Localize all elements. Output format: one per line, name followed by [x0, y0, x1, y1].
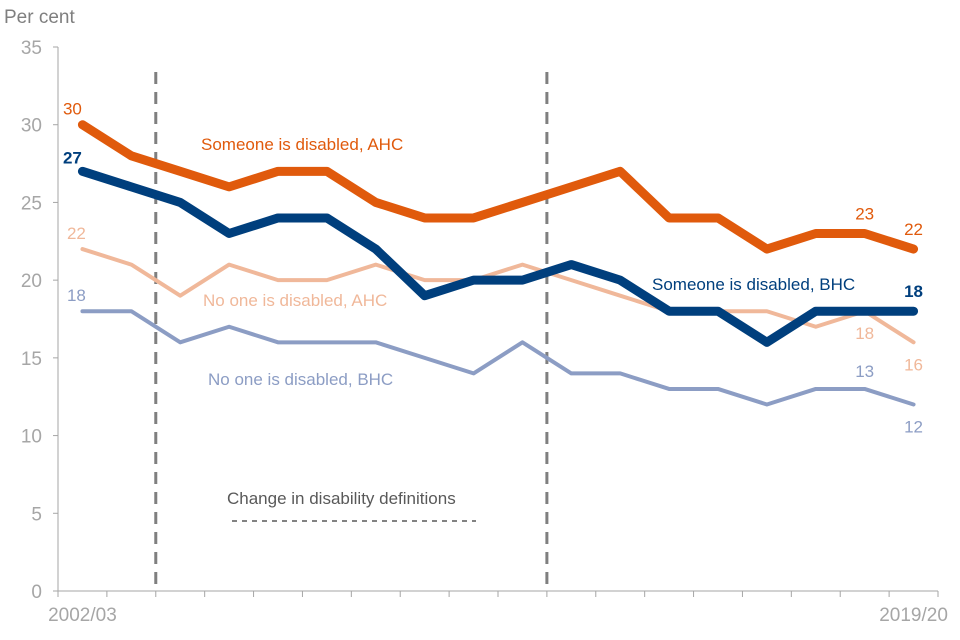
- y-tick-label: 10: [21, 427, 42, 448]
- data-label: 18: [904, 282, 923, 301]
- series-label-noone-bhc: No one is disabled, BHC: [208, 370, 393, 389]
- y-tick-label: 30: [21, 116, 42, 137]
- data-label: 23: [855, 205, 874, 224]
- reference-lines: [154, 72, 549, 591]
- series-line-someone-is-disabled-ahc: [77, 120, 919, 254]
- series-lines: [77, 120, 919, 407]
- data-label: 16: [904, 355, 923, 374]
- data-labels: 30 23 22 27 18 22 18 16 18 13 12: [63, 100, 923, 437]
- data-label: 18: [67, 286, 86, 305]
- series-label-noone-ahc: No one is disabled, AHC: [203, 291, 387, 310]
- definition-change-legend: Change in disability definitions: [227, 489, 476, 522]
- data-label: 30: [63, 100, 82, 119]
- x-tick-label: 2002/03: [48, 605, 117, 626]
- data-label: 13: [855, 362, 874, 381]
- data-label: 22: [67, 224, 86, 243]
- series-line-someone-is-disabled-bhc: [77, 166, 919, 347]
- y-tick-label: 25: [21, 193, 42, 214]
- y-tick-label: 35: [21, 38, 42, 59]
- data-label: 12: [904, 417, 923, 436]
- series-line-no-one-is-disabled-bhc: [80, 309, 916, 407]
- y-axis-title: Per cent: [4, 7, 75, 28]
- y-axis: 0 5 10 15 20 25 30 35: [21, 38, 59, 603]
- y-tick-label: 20: [21, 271, 42, 292]
- series-label-someone-bhc: Someone is disabled, BHC: [652, 275, 855, 294]
- series-label-someone-ahc: Someone is disabled, AHC: [201, 135, 403, 154]
- series-line-no-one-is-disabled-ahc: [80, 247, 916, 345]
- y-tick-label: 0: [31, 582, 42, 603]
- x-axis: 2002/03 2019/20: [48, 590, 948, 626]
- data-label: 27: [63, 148, 82, 167]
- y-tick-label: 15: [21, 349, 42, 370]
- data-label: 18: [855, 324, 874, 343]
- y-tick-label: 5: [31, 504, 42, 525]
- series-labels: Someone is disabled, AHC Someone is disa…: [201, 135, 855, 389]
- data-label: 22: [904, 220, 923, 239]
- legend-text: Change in disability definitions: [227, 489, 456, 508]
- x-tick-label: 2019/20: [879, 605, 948, 626]
